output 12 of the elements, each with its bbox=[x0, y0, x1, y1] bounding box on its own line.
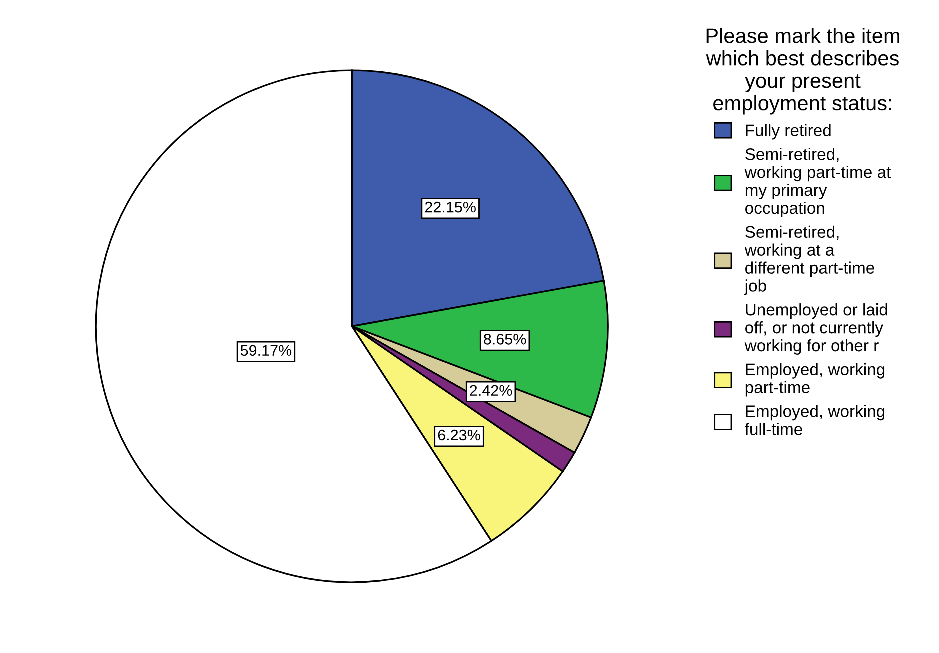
legend-label: Employed, working full-time bbox=[745, 405, 885, 436]
data-label: 8.65% bbox=[484, 334, 526, 345]
legend-label: Employed, working part-time bbox=[746, 363, 885, 397]
legend-label: Unemployed or laid off, or not currently working for other r bbox=[744, 304, 888, 355]
data-label: 59.17% bbox=[240, 345, 292, 356]
data-label: 6.23% bbox=[438, 430, 480, 441]
legend-label: Semi-retired, working part-time at my primary occupation bbox=[744, 148, 892, 218]
data-label: 2.42% bbox=[470, 385, 512, 396]
legend-title: Please mark the item which best describes your present employment status: bbox=[706, 28, 900, 115]
data-label: 22.15% bbox=[425, 202, 476, 213]
legend-label: Semi-retired, working at a different part-time job bbox=[744, 226, 874, 296]
legend-label: Fully retired bbox=[746, 124, 831, 140]
